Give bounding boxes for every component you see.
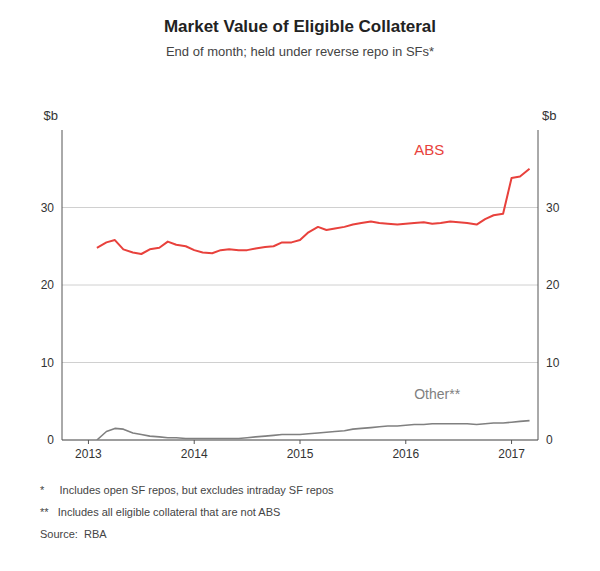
x-tick-label: 2017 <box>498 447 525 461</box>
y-tick-label: 0 <box>47 433 54 447</box>
grid <box>62 208 538 441</box>
y-tick-label: 10 <box>41 356 55 370</box>
x-tick-label: 2013 <box>75 447 102 461</box>
grid-line <box>62 207 538 208</box>
x-tick <box>194 440 195 444</box>
x-tick <box>511 440 512 444</box>
y2-axis-label: $b <box>542 108 556 123</box>
y-tick-label: 30 <box>41 201 55 215</box>
y2-tick-label: 0 <box>546 433 553 447</box>
y2-tick-label: 30 <box>546 201 560 215</box>
y-axis-line <box>62 130 63 440</box>
x-tick-label: 2015 <box>287 447 314 461</box>
grid-line <box>62 285 538 286</box>
x-tick-label: 2016 <box>392 447 419 461</box>
footnote: Source: RBA <box>40 528 107 540</box>
chart: Market Value of Eligible Collateral End o… <box>0 0 600 571</box>
title: Market Value of Eligible Collateral <box>164 17 436 36</box>
footnote: ** Includes all eligible collateral that… <box>40 506 280 518</box>
x-tick <box>300 440 301 444</box>
y2-tick-label: 10 <box>546 356 560 370</box>
x-tick <box>88 440 89 444</box>
lines <box>97 169 530 440</box>
y-axis-label: $b <box>44 108 58 123</box>
x-tick-label: 2014 <box>181 447 208 461</box>
x-tick <box>405 440 406 444</box>
series-line <box>97 421 530 440</box>
subtitle: End of month; held under reverse repo in… <box>166 44 434 59</box>
y2-tick-label: 20 <box>546 278 560 292</box>
grid-line <box>62 362 538 363</box>
footnote: * Includes open SF repos, but excludes i… <box>40 484 334 496</box>
y2-axis-line <box>538 130 539 440</box>
series-label: ABS <box>414 141 444 158</box>
series-line <box>97 169 530 254</box>
y-tick-label: 20 <box>41 278 55 292</box>
series-label: Other** <box>414 386 460 402</box>
